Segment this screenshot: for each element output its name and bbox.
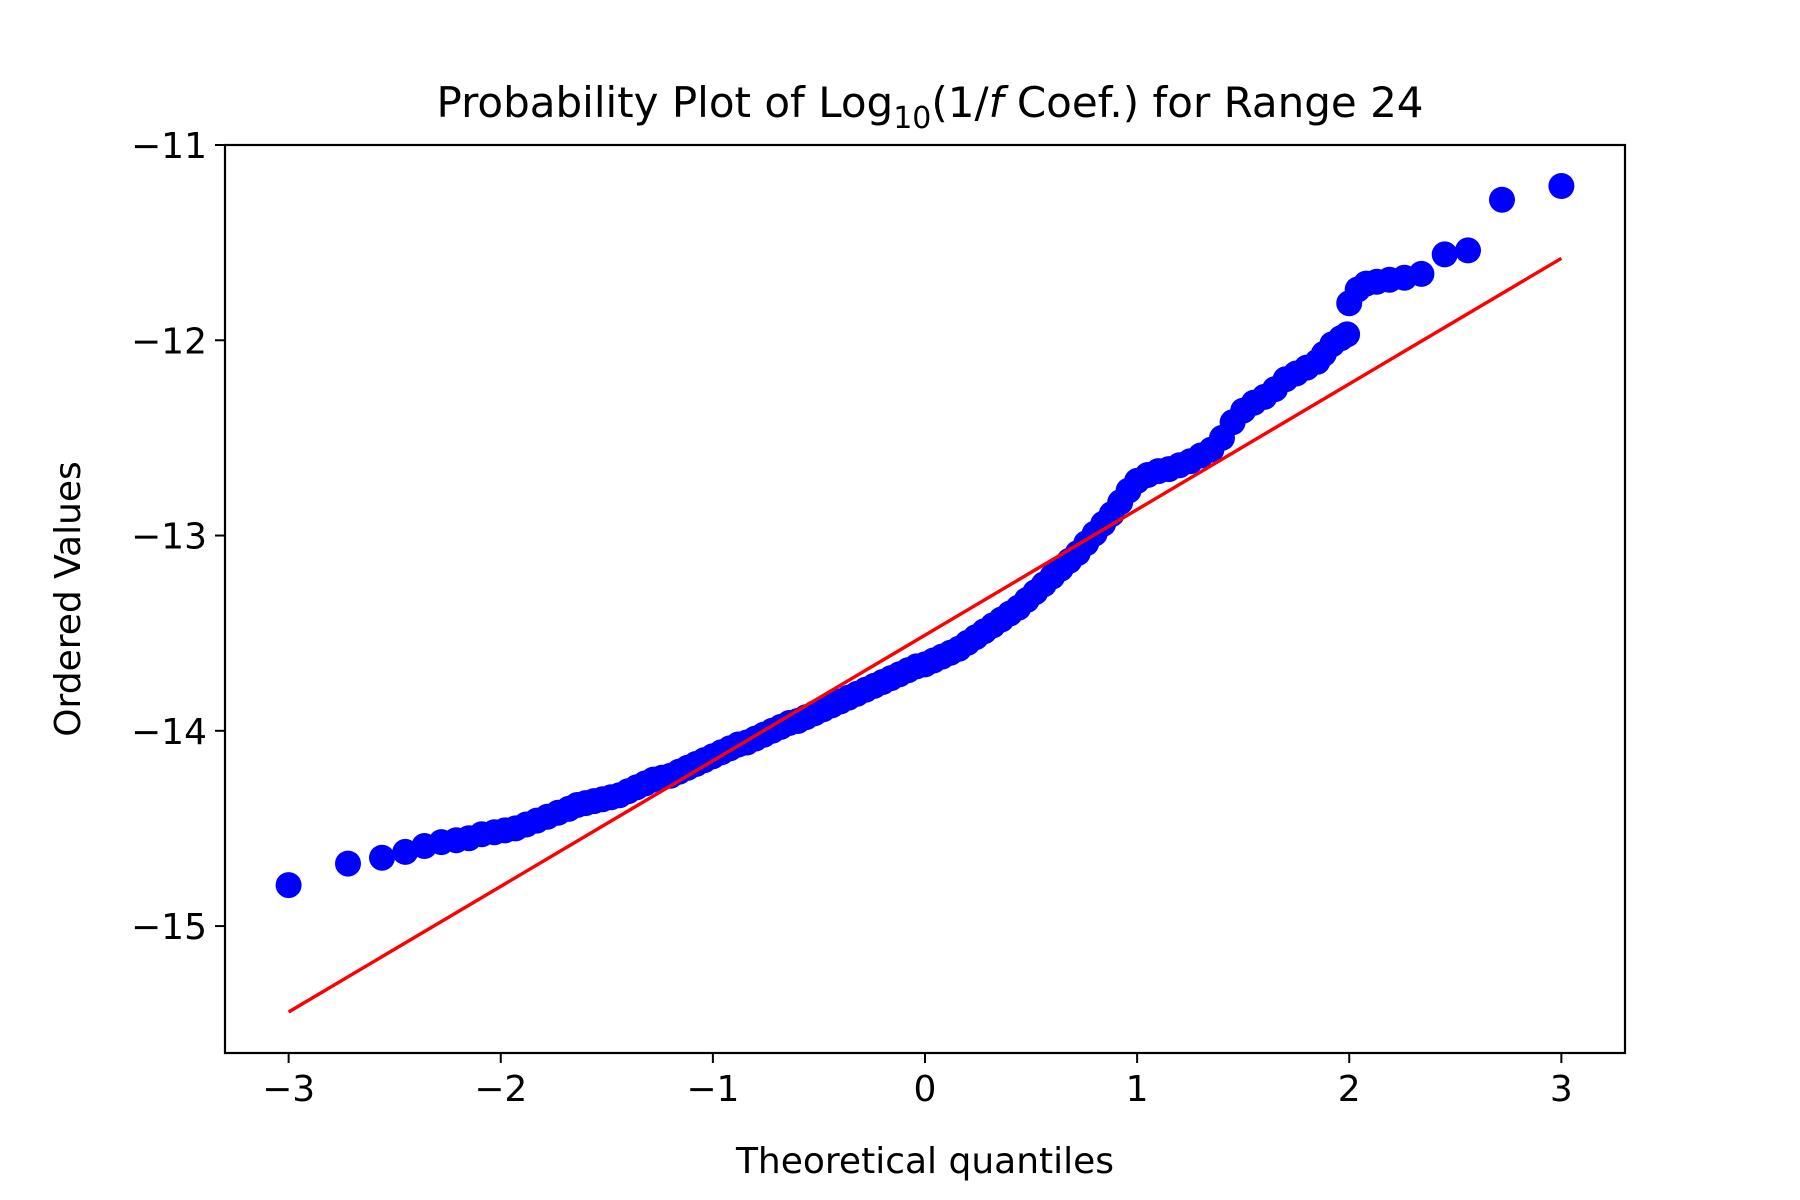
x-axis-label: Theoretical quantiles [735, 1141, 1114, 1182]
data-point-1 [335, 850, 361, 877]
x-tick-label-1: −2 [474, 1069, 527, 1110]
data-point-104 [1334, 321, 1361, 348]
title-open: (1/ [931, 78, 989, 127]
x-tick-label-4: 1 [1126, 1069, 1149, 1110]
plot-area [275, 173, 1575, 1014]
y-tick-label-0: −15 [131, 907, 207, 948]
y-axis-ticks: −15 −14 −13 −12 −11 [131, 126, 225, 948]
y-tick-label-3: −12 [131, 321, 207, 362]
data-point-0 [275, 872, 302, 899]
y-axis-label: Ordered Values [48, 461, 89, 737]
title-subscript: 10 [893, 101, 931, 136]
x-tick-label-5: 2 [1338, 1069, 1361, 1110]
title-suffix: Coef.) for Range 24 [1003, 78, 1423, 127]
data-point-111 [1408, 260, 1435, 287]
y-tick-label-1: −14 [131, 712, 207, 753]
data-point-115 [1548, 173, 1575, 199]
x-tick-label-2: −1 [686, 1069, 739, 1110]
data-point-113 [1455, 237, 1481, 264]
x-axis-ticks: −3 −2 −1 0 1 2 3 [262, 1053, 1573, 1110]
data-point-2 [369, 844, 395, 871]
x-tick-label-0: −3 [262, 1069, 315, 1110]
title-prefix: Probability Plot of Log [436, 78, 893, 127]
fit-line [287, 256, 1563, 1014]
y-tick-label-4: −11 [131, 126, 207, 167]
x-tick-label-6: 3 [1550, 1069, 1573, 1110]
y-tick-label-2: −13 [131, 517, 207, 558]
chart-title: Probability Plot of Log10(1/f Coef.) for… [436, 78, 1423, 136]
x-tick-label-3: 0 [914, 1069, 937, 1110]
data-point-112 [1431, 241, 1458, 268]
data-point-114 [1489, 186, 1515, 213]
